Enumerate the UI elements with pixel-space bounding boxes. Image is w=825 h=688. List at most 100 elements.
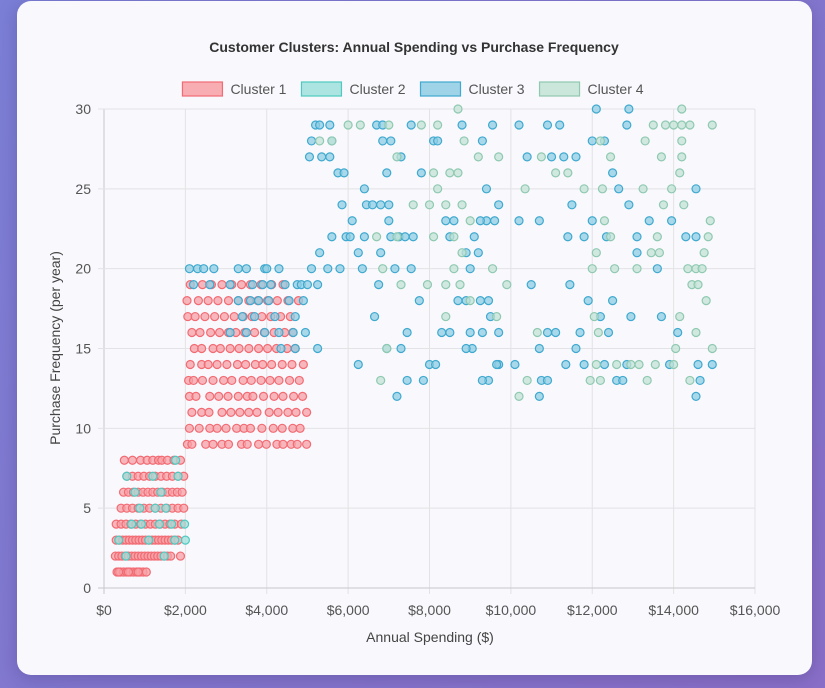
data-point xyxy=(595,375,605,386)
data-point xyxy=(267,359,277,370)
data-point xyxy=(252,407,262,417)
data-point xyxy=(433,120,443,130)
data-point xyxy=(589,311,599,322)
data-point xyxy=(175,551,186,561)
data-point xyxy=(254,439,264,449)
data-point xyxy=(384,200,394,210)
data-point xyxy=(494,327,504,338)
data-point xyxy=(265,375,275,386)
data-point xyxy=(449,216,459,226)
data-point xyxy=(177,487,187,497)
data-point xyxy=(217,407,227,417)
data-point xyxy=(622,120,632,130)
data-point xyxy=(244,343,254,354)
data-point xyxy=(249,311,260,322)
data-point xyxy=(219,311,230,322)
data-point xyxy=(610,264,620,274)
data-point xyxy=(180,535,190,545)
data-point xyxy=(634,359,644,370)
legend[interactable]: Cluster 1 Cluster 2 Cluster 3 Cluster 4 xyxy=(181,81,644,97)
data-point xyxy=(278,439,288,449)
data-point xyxy=(241,327,252,338)
data-point xyxy=(465,296,475,306)
legend-item-cluster-2[interactable]: Cluster 2 xyxy=(300,81,406,97)
data-point xyxy=(203,296,213,306)
data-point xyxy=(575,327,585,338)
data-point xyxy=(626,359,636,370)
legend-item-cluster-3[interactable]: Cluster 3 xyxy=(419,81,525,97)
data-point xyxy=(268,423,278,433)
data-point xyxy=(492,359,502,370)
data-point xyxy=(223,439,234,449)
y-axis-ticks: 0 5 10 15 20 25 30 xyxy=(75,101,91,596)
data-point xyxy=(266,280,276,290)
data-point xyxy=(660,120,671,130)
data-point xyxy=(579,232,589,242)
data-point xyxy=(229,311,239,322)
data-point xyxy=(210,311,220,322)
data-point xyxy=(283,407,293,417)
data-point xyxy=(579,359,589,370)
data-point xyxy=(187,439,197,449)
data-point xyxy=(683,264,693,274)
data-point xyxy=(675,311,685,322)
y-tick-label: 5 xyxy=(83,500,91,516)
data-point xyxy=(441,200,451,210)
data-point xyxy=(369,311,380,322)
data-point xyxy=(477,136,487,146)
data-point xyxy=(205,280,215,290)
legend-item-cluster-4[interactable]: Cluster 4 xyxy=(538,81,644,97)
x-axis-ticks: $0 $2,000 $4,000 $6,000 $8,000 $10,000 $12,000… xyxy=(96,602,780,618)
data-point xyxy=(396,280,406,290)
data-point xyxy=(237,311,247,322)
x-tick-label: $0 xyxy=(96,602,112,618)
legend-item-cluster-1[interactable]: Cluster 1 xyxy=(181,81,287,97)
data-point xyxy=(171,455,181,465)
data-point xyxy=(475,216,485,226)
data-point xyxy=(386,136,396,146)
data-point xyxy=(666,184,677,194)
data-point xyxy=(280,280,290,290)
data-point xyxy=(179,519,190,529)
data-point xyxy=(441,280,451,290)
x-tick-label: $12,000 xyxy=(567,602,618,618)
data-point xyxy=(188,375,199,386)
data-point xyxy=(123,567,134,577)
data-point xyxy=(457,200,467,210)
data-point xyxy=(313,280,323,290)
data-point xyxy=(675,168,685,178)
y-tick-label: 0 xyxy=(83,580,91,596)
data-point xyxy=(378,264,388,274)
data-point xyxy=(551,168,561,178)
data-point xyxy=(156,487,166,497)
y-tick-label: 15 xyxy=(75,341,91,357)
y-tick-label: 30 xyxy=(75,101,91,117)
data-point xyxy=(313,343,323,354)
data-point xyxy=(579,184,589,194)
data-point xyxy=(148,471,158,481)
data-point xyxy=(200,311,210,322)
data-point xyxy=(197,375,208,386)
data-point xyxy=(179,503,189,513)
data-point xyxy=(514,216,524,226)
data-point xyxy=(514,120,524,130)
x-tick-label: $8,000 xyxy=(408,602,451,618)
data-point xyxy=(656,311,667,322)
data-point xyxy=(406,120,416,130)
chart-title: Customer Clusters: Annual Spending vs Pu… xyxy=(209,39,619,55)
data-point xyxy=(219,375,229,386)
data-point xyxy=(416,120,426,130)
data-point xyxy=(465,216,475,226)
data-point xyxy=(561,359,571,370)
data-point xyxy=(607,168,618,178)
data-point xyxy=(585,375,595,386)
data-point xyxy=(583,296,593,306)
data-point xyxy=(159,551,169,561)
data-point xyxy=(445,168,455,178)
data-point xyxy=(587,216,597,226)
data-point xyxy=(233,264,243,274)
y-tick-label: 10 xyxy=(75,420,91,436)
data-point xyxy=(677,104,687,114)
data-point xyxy=(392,152,402,162)
data-point xyxy=(195,327,205,338)
